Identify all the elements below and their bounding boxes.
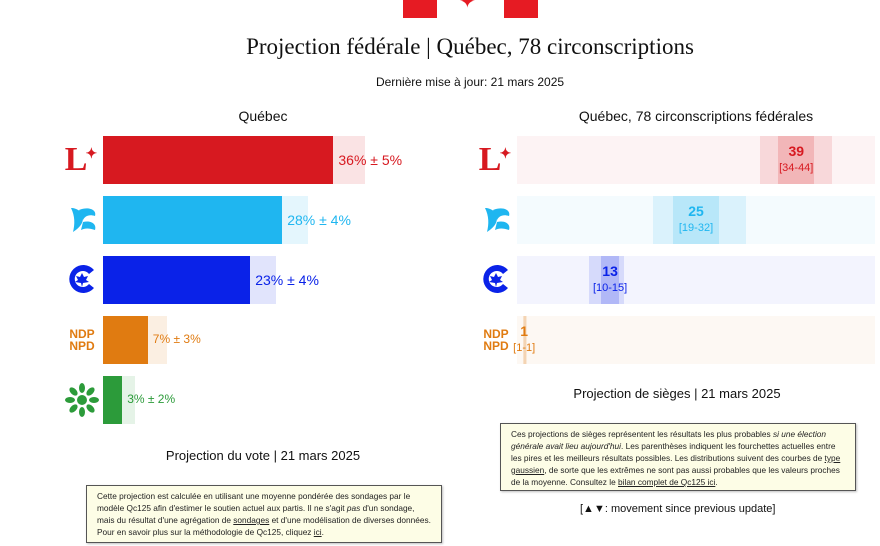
conservative-logo-icon (476, 259, 516, 299)
seat-range-label: [10-15] (592, 282, 628, 294)
liberal-logo-letter: L (478, 141, 502, 178)
bloc-logo-icon (62, 199, 102, 239)
seat-row-background (517, 316, 875, 364)
maple-leaf-icon: ✦ (459, 0, 476, 13)
liberal-logo-letter: L (64, 141, 88, 178)
maple-leaf-icon: ✦ (85, 146, 98, 162)
vote-panel-title: Québec (238, 108, 288, 124)
vote-bar (103, 136, 334, 184)
seat-range-label: [34-44] (779, 162, 814, 174)
seat-range-bar (588, 256, 625, 304)
seat-footer-label: Projection de sièges | 21 mars 2025 (573, 386, 781, 401)
note-emphasis: si une élection générale avait lieu aujo… (511, 429, 827, 451)
liberal-logo-icon: L ✦ (476, 140, 516, 180)
vote-methodology-note: Cette projection est calculée en utilisa… (86, 485, 442, 543)
bloc-logo-icon (476, 199, 516, 239)
seat-core-bar (522, 316, 526, 364)
note-text: Cette projection est calculée en utilisa… (97, 491, 411, 513)
seat-range-bar (760, 136, 833, 184)
seat-row-background (517, 136, 875, 184)
ndp-logo-icon: NDP NPD (69, 327, 95, 353)
vote-value-label: 36% ± 5% (338, 152, 403, 168)
note-text: d'un sondage, mais du résultat d'une agr… (97, 503, 415, 525)
full-report-link[interactable]: bilan complet de Qc125 ici (618, 477, 716, 487)
seat-value-label: 1 (520, 323, 529, 339)
seat-core-bar (601, 256, 620, 304)
seat-panel-title: Québec, 78 circonscriptions fédérales (578, 108, 814, 124)
vote-value-label: 23% ± 4% (255, 272, 319, 288)
flag-image: ✦ (403, 0, 538, 18)
vote-bar (103, 256, 251, 304)
vote-bar (103, 316, 148, 364)
vote-bar (103, 196, 283, 244)
methodology-link[interactable]: ici (313, 527, 322, 537)
seat-core-bar (672, 196, 720, 244)
seat-value-label: 13 (602, 263, 618, 279)
flag-band-right (504, 0, 538, 18)
seat-value-label: 39 (788, 143, 805, 159)
note-text: Ces projections de sièges représentent l… (511, 429, 773, 439)
seat-range-bar (524, 316, 528, 364)
last-updated: Dernière mise à jour: 21 mars 2025 (375, 75, 565, 89)
note-text: , de sorte que les extrêmes ne sont pas … (511, 465, 840, 487)
note-text: . (321, 527, 324, 537)
seat-range-bar (653, 196, 747, 244)
seat-range-label: [1-1] (513, 342, 536, 354)
vote-value-label: 7% ± 3% (152, 332, 201, 346)
movement-legend: [▲▼: movement since previous update] (580, 503, 776, 515)
vote-footer-label: Projection du vote | 21 mars 2025 (165, 448, 361, 463)
green-logo-icon (62, 380, 102, 420)
conservative-logo-icon (62, 259, 102, 299)
note-emphasis: pas (346, 503, 361, 513)
liberal-logo-icon: L ✦ (62, 140, 102, 180)
note-text: et d'une modélisation de diverses donnée… (97, 515, 431, 537)
seat-row-background (517, 256, 875, 304)
ndp-logo-icon: NDP NPD (483, 327, 509, 353)
vote-value-label: 3% ± 2% (127, 392, 176, 406)
note-text: . Les parenthèses indiquent les fourchet… (511, 441, 836, 463)
vote-bar (103, 376, 123, 424)
seat-core-bar (778, 136, 815, 184)
maple-leaf-icon: ✦ (499, 146, 512, 162)
note-text: . (715, 477, 718, 487)
page-title: Projection fédérale | Québec, 78 circons… (246, 34, 694, 59)
polls-link[interactable]: sondages (233, 515, 270, 525)
flag-band-left (403, 0, 437, 18)
gaussian-link[interactable]: type gaussien (511, 453, 841, 475)
seat-value-label: 25 (688, 203, 704, 219)
seat-range-label: [19-32] (678, 222, 714, 234)
seat-row-background (517, 196, 875, 244)
vote-value-label: 28% ± 4% (287, 212, 351, 228)
seat-methodology-note: Ces projections de sièges représentent l… (500, 423, 856, 491)
